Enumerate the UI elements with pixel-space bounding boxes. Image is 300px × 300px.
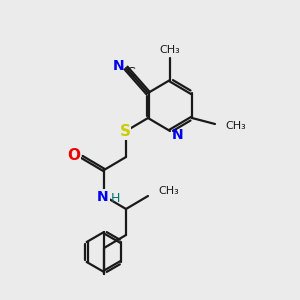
Text: S: S [119, 124, 130, 140]
Text: N: N [113, 59, 125, 73]
Text: CH₃: CH₃ [160, 45, 180, 55]
Text: H: H [110, 193, 120, 206]
Text: CH₃: CH₃ [158, 186, 179, 196]
Text: O: O [68, 148, 80, 164]
Text: C: C [127, 67, 135, 80]
Text: N: N [172, 128, 184, 142]
Text: CH₃: CH₃ [225, 121, 246, 131]
Text: N: N [97, 190, 109, 204]
